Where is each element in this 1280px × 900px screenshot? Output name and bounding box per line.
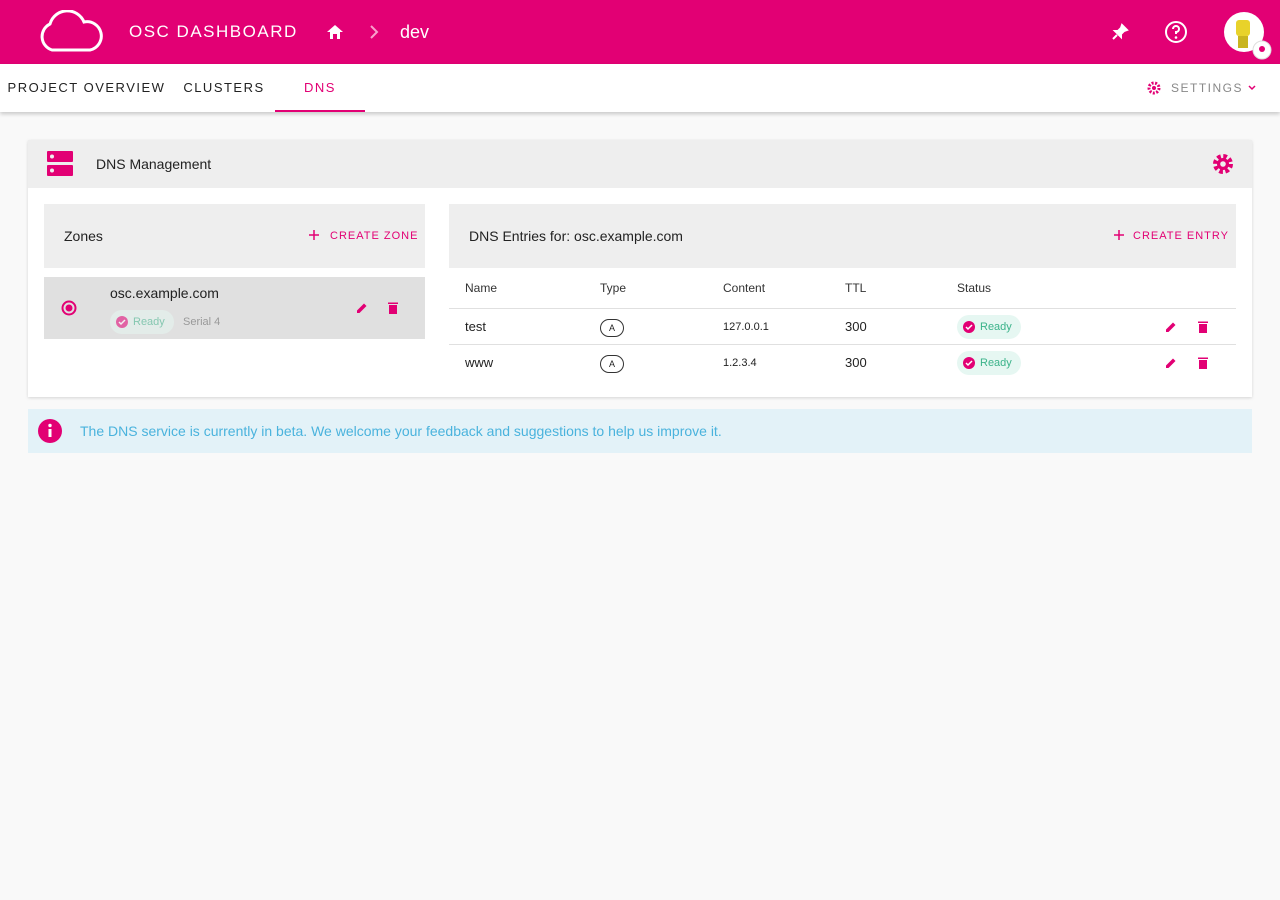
radio-selected[interactable] [61, 300, 77, 316]
entries-title: DNS Entries for: osc.example.com [469, 228, 683, 244]
tab-bar: PROJECT OVERVIEW CLUSTERS DNS SETTINGS [0, 64, 1280, 112]
status-chip: Ready [110, 310, 174, 334]
tab-active[interactable]: DNS [275, 64, 365, 112]
chevron [370, 25, 379, 39]
table-header: Name Type Content TTL Status [449, 268, 1236, 308]
info-icon [38, 419, 62, 443]
create-zone-button[interactable]: CREATE ZONE [330, 230, 419, 242]
cell-status: Ready [957, 351, 1021, 375]
zones-header: Zones CREATE ZONE [44, 204, 425, 268]
zone-status: Ready [110, 310, 174, 334]
dns-panel: DNS Management Zones CREATE ZONE osc.exa… [28, 140, 1252, 397]
breadcrumb[interactable]: dev [400, 22, 430, 42]
zones-title: Zones [64, 228, 103, 244]
type-badge: A [600, 319, 624, 337]
tab[interactable]: CLUSTERS [183, 80, 265, 95]
cell-content: 127.0.0.1 [723, 321, 769, 333]
zone-item[interactable]: osc.example.com Ready Serial 4 [44, 277, 425, 339]
app-title: OSC DASHBOARD [129, 22, 298, 41]
plus-icon [309, 230, 319, 240]
check-icon [116, 316, 128, 328]
column-header: Type [600, 281, 627, 295]
panel-header: DNS Management [28, 140, 1252, 188]
delete-button[interactable] [1197, 320, 1209, 334]
cell-type: A [600, 318, 624, 337]
zone-name: osc.example.com [110, 285, 219, 301]
settings-menu[interactable]: SETTINGS [1171, 81, 1244, 95]
plus-icon [1114, 230, 1124, 240]
column-header: Name [465, 281, 498, 295]
cell-status: Ready [957, 315, 1021, 339]
cell-ttl: 300 [845, 355, 867, 370]
zone-serial: Serial 4 [183, 316, 221, 328]
status-text: Ready [980, 321, 1012, 333]
avatar[interactable] [1222, 12, 1274, 60]
delete-button[interactable] [387, 301, 399, 315]
column-header: Status [957, 281, 992, 295]
cell-name: test [465, 319, 486, 334]
help-icon[interactable] [1164, 20, 1188, 44]
logo[interactable] [34, 10, 106, 54]
check-icon [963, 321, 975, 333]
panel-title: DNS Management [96, 156, 212, 172]
cell-content: 1.2.3.4 [723, 357, 757, 369]
type-badge: A [600, 355, 624, 373]
home-icon[interactable] [326, 24, 344, 40]
server-icon [47, 151, 73, 176]
settings-icon [1147, 81, 1161, 95]
beta-notice: The DNS service is currently in beta. We… [28, 409, 1252, 453]
edit-button[interactable] [1164, 320, 1178, 334]
check-icon [963, 357, 975, 369]
entries-header: DNS Entries for: osc.example.com CREATE … [449, 204, 1236, 268]
edit-button[interactable] [355, 301, 369, 315]
status-chip: Ready [957, 351, 1021, 375]
column-header: TTL [845, 281, 867, 295]
status-chip: Ready [957, 315, 1021, 339]
dropdown-arrow [1248, 85, 1256, 91]
zones-card: Zones CREATE ZONE osc.example.com Ready … [44, 204, 425, 339]
cell-ttl: 300 [845, 319, 867, 334]
table-row: test A 127.0.0.1 300 Ready [449, 308, 1236, 344]
notice-text: The DNS service is currently in beta. We… [80, 423, 722, 439]
delete-button[interactable] [1197, 356, 1209, 370]
edit-button[interactable] [1164, 356, 1178, 370]
tab[interactable]: PROJECT OVERVIEW [7, 80, 166, 95]
entries-card: DNS Entries for: osc.example.com CREATE … [449, 204, 1236, 380]
create-entry-button[interactable]: CREATE ENTRY [1133, 230, 1229, 242]
top-bar: OSC DASHBOARD dev [0, 0, 1280, 64]
table-row: www A 1.2.3.4 300 Ready [449, 344, 1236, 380]
panel-settings[interactable] [1212, 153, 1234, 175]
cell-name: www [465, 355, 494, 370]
cell-type: A [600, 354, 624, 373]
status-text: Ready [980, 357, 1012, 369]
pin-icon[interactable] [1110, 22, 1130, 42]
column-header: Content [723, 281, 766, 295]
status-text: Ready [133, 316, 165, 328]
